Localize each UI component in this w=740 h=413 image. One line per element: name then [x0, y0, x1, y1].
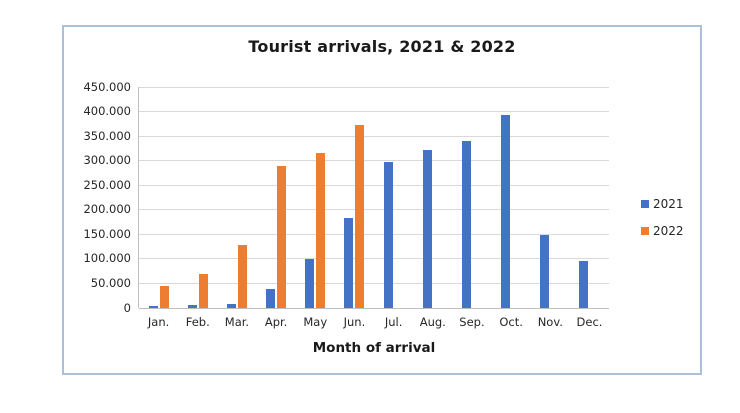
legend-swatch-2022-icon — [641, 227, 649, 235]
x-tick-label: Dec. — [576, 315, 603, 329]
bar-2021-mar — [226, 303, 236, 308]
y-tick-label: 400.000 — [83, 104, 131, 119]
y-axis-line — [138, 87, 139, 308]
x-tick-label: Sep. — [459, 315, 485, 329]
legend-item-2021: 2021 — [641, 197, 684, 211]
bar-2021-jan — [148, 306, 158, 308]
gridline — [139, 258, 609, 260]
x-axis: Jan. Feb. Mar. Apr. May Jun. Jul. Aug. Sep. Oct. N… — [139, 315, 609, 329]
gridline — [139, 86, 609, 88]
plot-area — [139, 86, 609, 309]
bar-2021-aug — [422, 149, 432, 308]
x-tick-label: May — [303, 315, 328, 329]
gridline — [139, 111, 609, 113]
gridline — [139, 209, 609, 211]
y-tick-label: 200.000 — [83, 202, 131, 217]
legend-label-2022: 2022 — [653, 224, 684, 238]
y-tick-label: 100.000 — [83, 251, 131, 266]
y-tick-label: 50.000 — [90, 275, 131, 290]
legend: 2021 2022 — [641, 197, 684, 238]
x-tick-label: Oct. — [499, 315, 523, 329]
gridline — [139, 282, 609, 284]
x-tick-label: Nov. — [537, 315, 563, 329]
bar-2021-dec — [579, 260, 589, 308]
x-axis-line — [139, 307, 609, 309]
y-tick-label: 450.000 — [83, 79, 131, 94]
chart-title: Tourist arrivals, 2021 & 2022 — [248, 37, 516, 56]
x-tick-label: Jul. — [384, 315, 403, 329]
bar-2021-apr — [266, 289, 276, 308]
legend-label-2021: 2021 — [653, 197, 684, 211]
x-tick-label: Aug. — [419, 315, 446, 329]
x-tick-label: Feb. — [185, 315, 210, 329]
y-axis: 0 50.000 100.000 150.000 200.000 250.000 300.0… — [64, 80, 131, 315]
x-tick-label: Jun. — [343, 315, 366, 329]
y-tick-label: 300.000 — [83, 153, 131, 168]
bar-2021-sep — [461, 141, 471, 308]
bar-2022-jan — [159, 285, 169, 308]
y-tick-label: 0 — [123, 300, 131, 315]
gridline — [139, 160, 609, 162]
bar-2022-apr — [277, 165, 287, 308]
bar-2021-jul — [383, 162, 393, 308]
gridline — [139, 135, 609, 137]
x-tick-label: Jan. — [147, 315, 170, 329]
bar-2021-feb — [187, 305, 197, 308]
bar-2021-nov — [540, 235, 550, 308]
legend-item-2022: 2022 — [641, 224, 684, 238]
gridline — [139, 184, 609, 186]
bar-2021-may — [305, 258, 315, 308]
x-axis-title: Month of arrival — [312, 340, 436, 356]
y-tick-label: 250.000 — [83, 177, 131, 192]
bar-2022-jun — [355, 125, 365, 308]
x-tick-label: Mar. — [224, 315, 250, 329]
bar-2022-mar — [237, 245, 247, 308]
bar-2022-feb — [198, 273, 208, 308]
chart-frame: Tourist arrivals, 2021 & 2022 0 50.000 100… — [62, 25, 702, 375]
bar-2021-jun — [344, 218, 354, 308]
x-tick-label: Apr. — [264, 315, 288, 329]
y-tick-label: 350.000 — [83, 128, 131, 143]
bar-2022-may — [316, 152, 326, 308]
y-tick-label: 150.000 — [83, 226, 131, 241]
bar-2021-oct — [501, 115, 511, 308]
gridline — [139, 233, 609, 235]
legend-swatch-2021-icon — [641, 200, 649, 208]
